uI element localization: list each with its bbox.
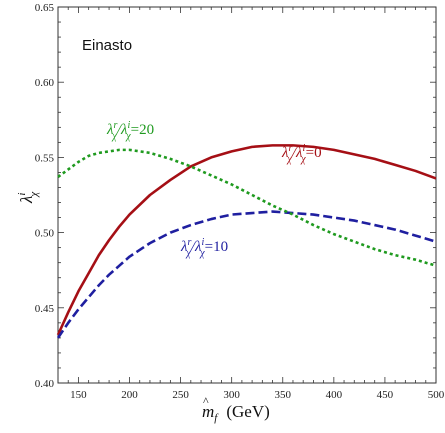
series-line-ratio20 [57, 148, 437, 267]
series-line-ratio10 [56, 210, 437, 339]
panel-label: Einasto [82, 37, 132, 54]
y-tick-label: 0.65 [35, 2, 55, 14]
x-axis-title-hat: ^ [203, 394, 209, 408]
plot-frame [57, 6, 437, 384]
x-tick-label: 500 [428, 389, 445, 401]
label-ratio0: λr χ/λi χ=0 [281, 143, 322, 165]
x-tick-label: 300 [223, 389, 240, 401]
label-ratio10: λr χ/λi χ=10 [180, 237, 228, 259]
y-tick-label: 0.50 [35, 228, 55, 240]
x-tick-label: 450 [377, 389, 394, 401]
y-tick-label: 0.40 [35, 378, 55, 390]
y-tick-label: 0.45 [35, 303, 55, 315]
x-tick-label: 400 [326, 389, 343, 401]
x-axis-title: mf (GeV) [202, 402, 270, 424]
axis-ticks: 150 200 250 300 350 400 450 500 0.40 0.45 0.50 0.55… [35, 2, 445, 401]
y-axis-title: λiχ [16, 191, 40, 204]
y-tick-label: 0.55 [35, 152, 55, 164]
label-ratio20: λr χ/λi χ=20 [106, 120, 154, 142]
series-curves [56, 144, 437, 339]
x-tick-label: 250 [172, 389, 189, 401]
svg-text:λiχ: λiχ [16, 191, 40, 204]
series-line-ratio0 [56, 144, 437, 336]
x-tick-label: 150 [70, 389, 87, 401]
x-tick-label: 200 [121, 389, 138, 401]
y-tick-label: 0.60 [35, 77, 55, 89]
x-tick-label: 350 [275, 389, 292, 401]
